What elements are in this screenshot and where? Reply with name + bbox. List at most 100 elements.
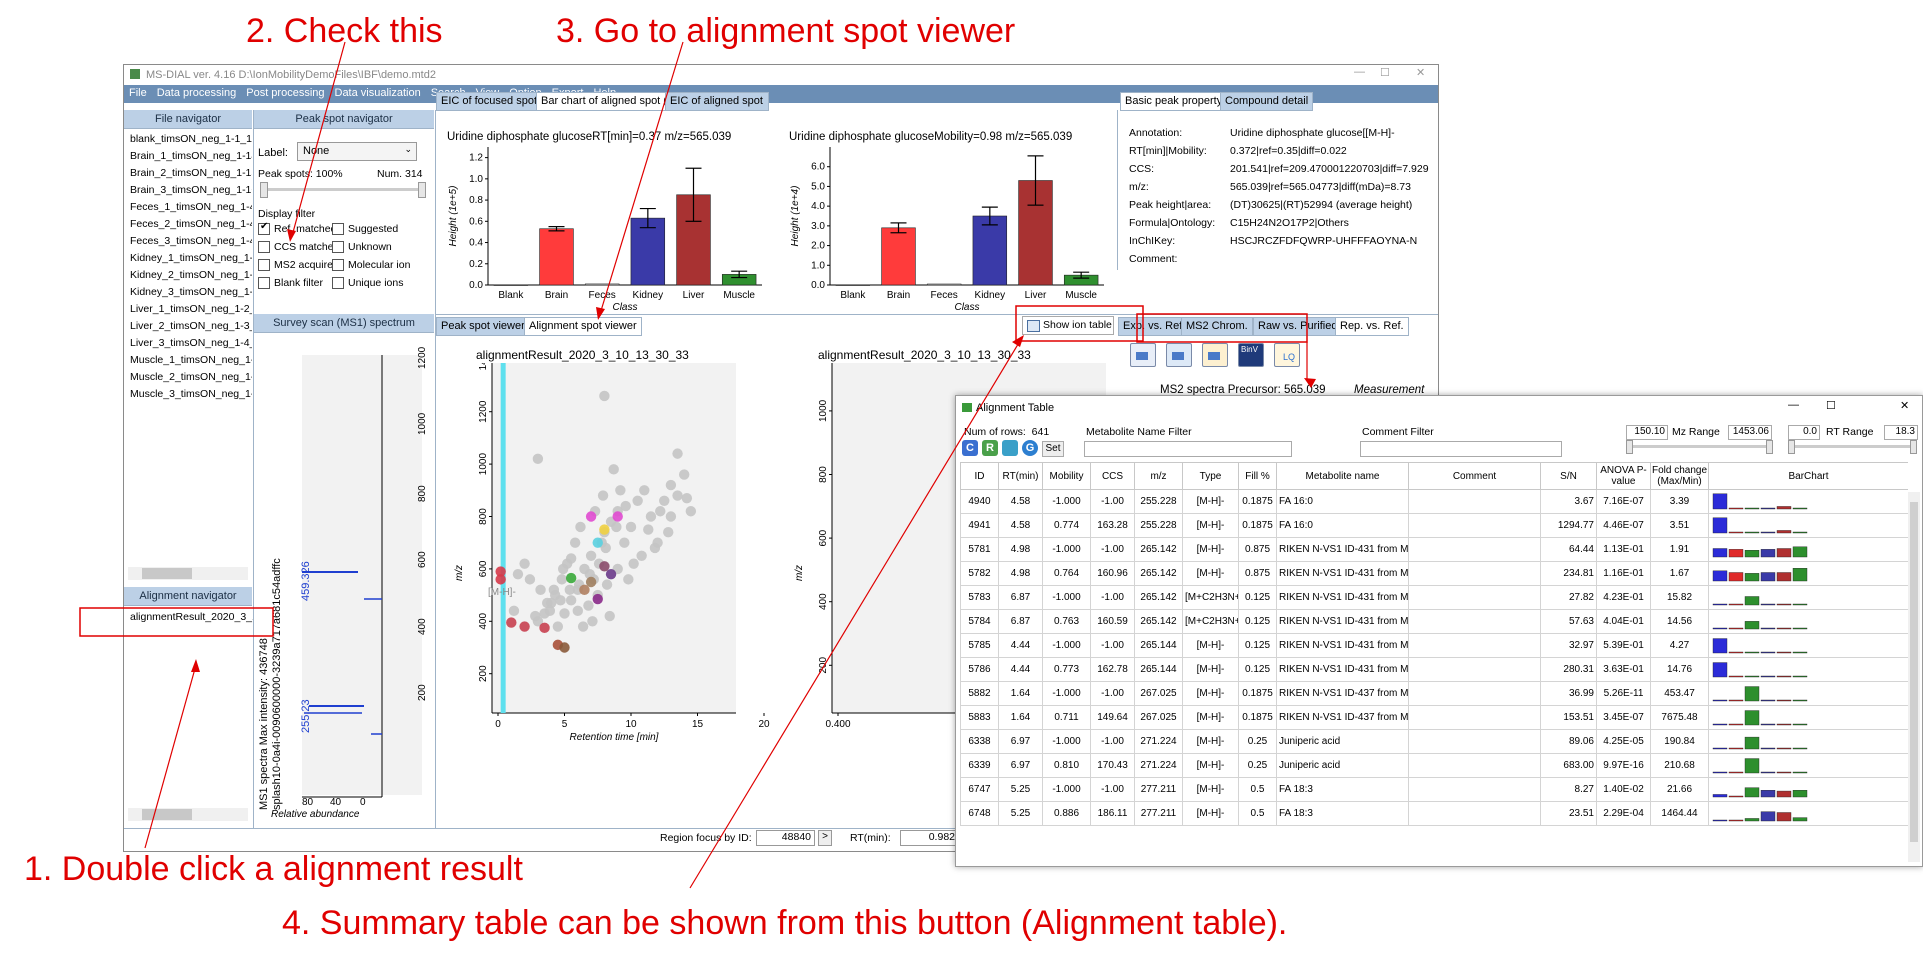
- table-row[interactable]: 4940 4.58 -1.000 -1.00 255.228 [M-H]- 0.1875 FA…: [961, 490, 1909, 514]
- checkbox-icon[interactable]: [332, 259, 344, 271]
- filter-ref-matched[interactable]: ✔ Ref. matched: [258, 223, 336, 235]
- checkbox-icon[interactable]: ✔: [258, 223, 270, 235]
- menu-item-data-processing[interactable]: Data processing: [152, 85, 242, 101]
- label-dropdown[interactable]: None ⌄: [297, 142, 417, 161]
- checkbox-icon[interactable]: [258, 259, 270, 271]
- filter-blank-filter[interactable]: Blank filter: [258, 277, 323, 289]
- metabolite-filter-input[interactable]: [1084, 441, 1292, 457]
- alignment-result-item[interactable]: alignmentResult_2020_3_1: [130, 611, 254, 623]
- filter-ms2-acquired[interactable]: MS2 acquired: [258, 259, 339, 271]
- tab-eic-of-focused-spot[interactable]: EIC of focused spot: [436, 92, 542, 111]
- file-item[interactable]: Feces_1_timsON_neg_1-47: [124, 199, 252, 216]
- table-row[interactable]: 4941 4.58 0.774 163.28 255.228 [M-H]- 0.1875 FA…: [961, 514, 1909, 538]
- table-row[interactable]: 57836.87-1.000-1.00265.142[M+C2H3N+N0.12…: [961, 586, 1909, 610]
- table-vertical-scrollbar[interactable]: [1908, 492, 1920, 862]
- tab-peak-spot-viewer[interactable]: Peak spot viewer: [436, 317, 530, 336]
- mz-range-slider[interactable]: [1628, 445, 1770, 448]
- lq-icon[interactable]: LQ: [1274, 343, 1300, 367]
- bar-spectrum-icon[interactable]: [1166, 343, 1192, 367]
- column-header[interactable]: m/z: [1135, 463, 1183, 490]
- checkbox-icon[interactable]: [332, 223, 344, 235]
- file-item[interactable]: Liver_1_timsON_neg_1-2_1: [124, 301, 252, 318]
- checkbox-icon[interactable]: [258, 277, 270, 289]
- table-row[interactable]: 6338 6.97 -1.000 -1.00 271.224 [M-H]- 0.25 Juni…: [961, 730, 1909, 754]
- column-header[interactable]: Type: [1183, 463, 1239, 490]
- mz-min-input[interactable]: 150.10: [1626, 425, 1668, 440]
- tab-basic-peak-property[interactable]: Basic peak property: [1120, 92, 1227, 111]
- table-maximize-icon[interactable]: ☐: [1826, 399, 1836, 412]
- column-header[interactable]: Fill %: [1239, 463, 1277, 490]
- slider-handle-right[interactable]: [418, 182, 426, 198]
- peak-spots-slider[interactable]: [262, 188, 422, 191]
- column-header[interactable]: Fold change (Max/Min): [1651, 463, 1709, 490]
- table-row[interactable]: 5883 1.64 0.711 149.64 267.025 [M-H]- 0.1875 RI…: [961, 706, 1909, 730]
- filter-unique-ions[interactable]: Unique ions: [332, 277, 403, 289]
- table-close-icon[interactable]: ✕: [1900, 399, 1909, 412]
- checkbox-icon[interactable]: [332, 277, 344, 289]
- table-row[interactable]: 6339 6.97 0.810 170.43 271.224 [M-H]- 0.25 Juni…: [961, 754, 1909, 778]
- filter-suggested[interactable]: Suggested: [332, 223, 398, 235]
- checkbox-icon[interactable]: [332, 241, 344, 253]
- network-icon[interactable]: [1202, 343, 1228, 367]
- region-focus-go-button[interactable]: >: [818, 830, 832, 846]
- mz-slider-handle-right[interactable]: [1766, 440, 1773, 454]
- rt-min-input[interactable]: 0.0: [1788, 425, 1820, 440]
- tab-alignment-spot-viewer[interactable]: Alignment spot viewer: [524, 317, 642, 336]
- file-item[interactable]: Brain_1_timsON_neg_1-14: [124, 148, 252, 165]
- set-button[interactable]: Set: [1042, 441, 1064, 457]
- filter-ccs-matched[interactable]: CCS matched: [258, 241, 339, 253]
- column-header[interactable]: Metabolite name: [1277, 463, 1409, 490]
- file-item[interactable]: Liver_2_timsON_neg_1-3_1: [124, 318, 252, 335]
- file-item[interactable]: Brain_2_timsON_neg_1-15: [124, 165, 252, 182]
- checkbox-icon[interactable]: [258, 241, 270, 253]
- file-item[interactable]: Brain_3_timsON_neg_1-16: [124, 182, 252, 199]
- file-item[interactable]: Kidney_3_timsON_neg_1-1: [124, 284, 252, 301]
- column-header[interactable]: RT(min): [999, 463, 1043, 490]
- column-header[interactable]: ID: [961, 463, 999, 490]
- binv-icon[interactable]: BinV: [1238, 343, 1264, 367]
- tab-eic-of-aligned-spot[interactable]: EIC of aligned spot: [665, 92, 769, 111]
- tab-rep-vs-ref[interactable]: Rep. vs. Ref.: [1335, 317, 1409, 336]
- rt-range-slider[interactable]: [1790, 445, 1916, 448]
- menu-item-post-processing[interactable]: Post processing: [241, 85, 329, 101]
- rt-slider-handle-right[interactable]: [1910, 440, 1917, 454]
- minimize-icon[interactable]: —: [1354, 66, 1365, 78]
- slider-handle-left[interactable]: [260, 182, 268, 198]
- alignment-list-scrollbar[interactable]: [128, 808, 248, 821]
- table-row[interactable]: 5785 4.44 -1.000 -1.00 265.144 [M-H]- 0.125 RIK…: [961, 634, 1909, 658]
- table-row[interactable]: 57846.870.763160.59265.142[M+C2H3N+N0.12…: [961, 610, 1909, 634]
- column-header[interactable]: CCS: [1091, 463, 1135, 490]
- mz-max-input[interactable]: 1453.06: [1728, 425, 1772, 440]
- menu-item-data-visualization[interactable]: Data visualization: [330, 85, 426, 101]
- table-row[interactable]: 6747 5.25 -1.000 -1.00 277.211 [M-H]- 0.5 FA 18…: [961, 778, 1909, 802]
- column-header[interactable]: ANOVA P-value: [1597, 463, 1651, 490]
- menu-item-file[interactable]: File: [124, 85, 152, 101]
- filter-unknown[interactable]: Unknown: [332, 241, 392, 253]
- table-row[interactable]: 5782 4.98 0.764 160.96 265.142 [M-H]- 0.875 RIK…: [961, 562, 1909, 586]
- c-button-icon[interactable]: C: [962, 440, 978, 456]
- file-item[interactable]: Feces_2_timsON_neg_1-48: [124, 216, 252, 233]
- tab-exp-vs-ref[interactable]: Exp. vs. Ref.: [1118, 317, 1190, 336]
- table-row[interactable]: 5882 1.64 -1.000 -1.00 267.025 [M-H]- 0.1875 RI…: [961, 682, 1909, 706]
- tab-bar-chart-of-aligned-spot-oh[interactable]: Bar chart of aligned spot (OH): [536, 92, 672, 111]
- column-header[interactable]: Comment: [1409, 463, 1541, 490]
- tab-compound-detail[interactable]: Compound detail: [1220, 92, 1313, 111]
- file-item[interactable]: Liver_3_timsON_neg_1-4_1: [124, 335, 252, 352]
- mz-slider-handle-left[interactable]: [1626, 440, 1633, 454]
- file-list-scrollbar[interactable]: [128, 567, 248, 580]
- comment-filter-input[interactable]: [1360, 441, 1562, 457]
- rt-max-input[interactable]: 18.3: [1884, 425, 1918, 440]
- table-row[interactable]: 5781 4.98 -1.000 -1.00 265.142 [M-H]- 0.875 RIK…: [961, 538, 1909, 562]
- table-row[interactable]: 5786 4.44 0.773 162.78 265.144 [M-H]- 0.125 RIK…: [961, 658, 1909, 682]
- file-item[interactable]: Feces_3_timsON_neg_1-49: [124, 233, 252, 250]
- column-header[interactable]: BarChart: [1709, 463, 1909, 490]
- tab-ms2-chrom[interactable]: MS2 Chrom.: [1181, 317, 1253, 336]
- g-button-icon[interactable]: G: [1022, 440, 1038, 456]
- file-item[interactable]: Muscle_1_timsON_neg_1-1: [124, 352, 252, 369]
- close-icon[interactable]: ✕: [1416, 66, 1425, 79]
- maximize-icon[interactable]: ☐: [1380, 66, 1390, 79]
- rt-slider-handle-left[interactable]: [1788, 440, 1795, 454]
- search-spectrum-icon[interactable]: [1130, 343, 1156, 367]
- column-header[interactable]: S/N: [1541, 463, 1597, 490]
- column-header[interactable]: Mobility: [1043, 463, 1091, 490]
